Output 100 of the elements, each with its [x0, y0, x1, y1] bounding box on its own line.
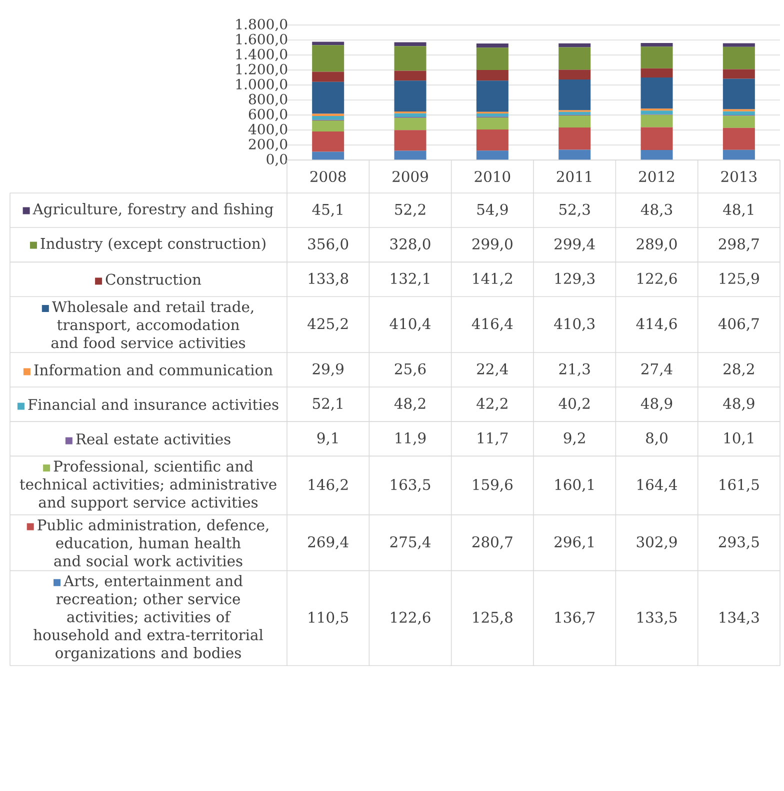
x-tick-label: 2013 [721, 170, 756, 182]
data-label: 122,6 [638, 272, 677, 286]
legend-label: Industry (except construction) [40, 238, 266, 252]
bar [558, 112, 591, 115]
legend-label: Arts, entertainment and recreation; other service activities; activities of household and extra-territorial organizations and bodies [34, 574, 263, 662]
data-label: 159,6 [473, 479, 512, 492]
legend-label: Financial and insurance activities [28, 398, 278, 410]
data-label: 141,2 [473, 272, 512, 286]
y-tick-label: 1.800,0 [236, 18, 288, 32]
bar [640, 68, 673, 78]
bar [312, 45, 344, 72]
bar [476, 48, 508, 70]
data-label: 160,1 [555, 479, 594, 492]
bar [558, 47, 591, 70]
data-label: 161,5 [720, 479, 759, 492]
data-label: 122,6 [391, 612, 430, 625]
bar [394, 80, 426, 112]
bar [558, 70, 591, 80]
bar [312, 82, 344, 114]
data-label: 146,2 [308, 479, 348, 492]
data-label: 133,5 [638, 612, 677, 625]
data-label: 299,0 [472, 238, 512, 252]
bar [394, 118, 426, 130]
data-label: 280,7 [472, 536, 512, 550]
data-label: 10,1 [724, 432, 754, 446]
data-label: 48,9 [723, 398, 754, 411]
x-tick-label: 2008 [310, 170, 346, 182]
data-label: 40,2 [558, 398, 590, 411]
data-label: 42,2 [476, 398, 508, 411]
legend-label: Real estate activities [76, 433, 230, 444]
legend-label: Information and communication [34, 364, 273, 376]
x-tick-label: 2009 [392, 170, 428, 182]
bar [640, 78, 673, 109]
legend-label: Wholesale and retail trade, transport, accomodation and food service activities [51, 300, 254, 348]
y-tick-label: 600,0 [248, 108, 288, 122]
bar [640, 46, 673, 68]
bar [722, 111, 755, 116]
data-label: 48,3 [640, 204, 672, 217]
data-label: 164,4 [638, 479, 678, 492]
bar [312, 132, 344, 152]
data-label: 125,9 [720, 272, 759, 286]
bar [476, 114, 508, 117]
data-label: 25,6 [394, 363, 426, 376]
bar [394, 150, 426, 160]
bar [476, 80, 508, 112]
data-label: 416,4 [472, 318, 513, 331]
y-tick-label: 1.600,0 [236, 34, 288, 46]
data-label: 406,7 [718, 318, 759, 331]
data-label: 45,1 [312, 204, 342, 217]
bar [312, 72, 344, 82]
data-label: 11,9 [396, 432, 426, 446]
data-label: 410,3 [554, 318, 594, 331]
bar [640, 43, 673, 47]
data-label: 410,4 [390, 318, 431, 331]
bar [476, 150, 508, 160]
data-label: 48,1 [723, 204, 754, 217]
data-label: 275,4 [390, 536, 431, 550]
bar [312, 42, 344, 46]
bar [394, 70, 426, 81]
data-label: 298,7 [718, 238, 759, 252]
x-tick-label: 2012 [639, 170, 674, 182]
data-label: 302,9 [636, 536, 677, 550]
data-label: 425,2 [308, 318, 348, 331]
bar [312, 120, 344, 132]
y-tick-label: 800,0 [248, 94, 288, 106]
data-label: 28,2 [724, 363, 754, 376]
data-label: 299,4 [554, 238, 595, 252]
data-label: 289,0 [636, 238, 677, 252]
legend-label: Public administration, defence, education, human health and social work activities [38, 519, 268, 566]
bar [722, 43, 755, 47]
data-label: 125,8 [473, 612, 512, 625]
legend-label: Construction [106, 274, 202, 285]
y-tick-label: 0,0 [266, 154, 288, 166]
bar [640, 150, 673, 160]
y-tick-label: 1.200,0 [236, 64, 288, 76]
bar [558, 128, 591, 150]
data-label: 296,1 [554, 536, 594, 550]
data-label: 133,8 [308, 272, 348, 286]
bar [312, 152, 344, 160]
bar [722, 69, 755, 79]
data-label: 356,0 [308, 238, 348, 252]
data-label: 110,5 [308, 612, 348, 625]
data-label: 52,3 [560, 204, 590, 217]
data-label: 269,4 [308, 536, 348, 550]
y-tick-label: 400,0 [248, 124, 288, 136]
x-tick-label: 2011 [556, 170, 592, 182]
bar [558, 116, 591, 128]
data-label: 136,7 [555, 612, 595, 625]
bar [394, 113, 426, 117]
legend-label: Professional, scientific and technical activities; administrative and support service activities [20, 460, 276, 511]
data-label: 129,3 [555, 272, 594, 286]
data-label: 52,1 [313, 398, 342, 411]
bar [640, 127, 673, 150]
bar [476, 70, 508, 81]
bar [394, 130, 426, 151]
bar [476, 43, 508, 48]
bar [558, 79, 591, 110]
bar [722, 116, 755, 128]
data-label: 22,4 [477, 363, 508, 376]
legend-label: Agriculture, forestry and fishing [32, 203, 274, 218]
